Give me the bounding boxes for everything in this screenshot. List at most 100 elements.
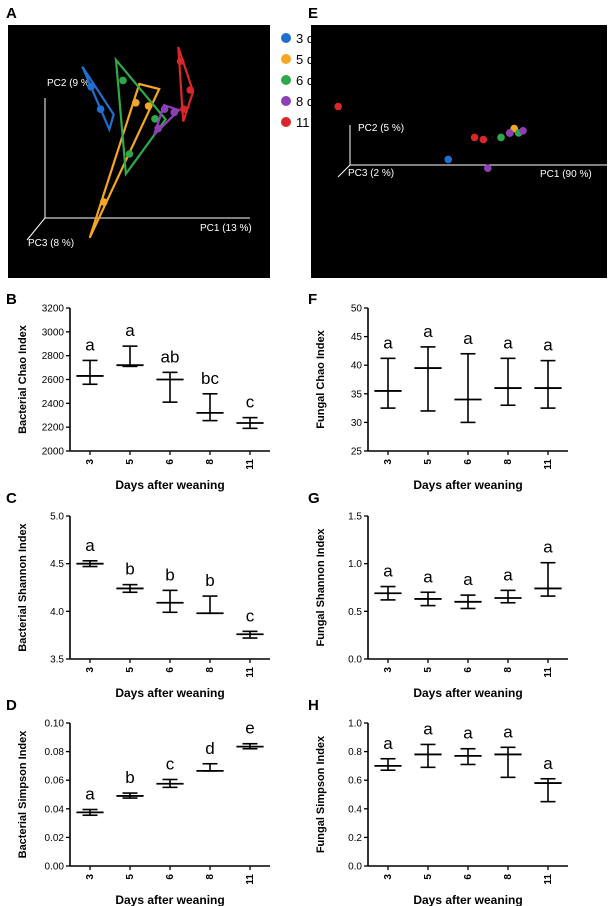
panel-letter-h: H [308, 697, 319, 714]
significance-letter-c-1: b [125, 560, 134, 579]
y-tick-label-b-3: 2600 [42, 375, 65, 386]
x-tick-label-f-0: 3 [383, 459, 394, 465]
significance-letter-d-0: a [85, 785, 95, 804]
panel-letter-a: A [6, 5, 17, 22]
pca-background-a [8, 25, 270, 278]
x-axis-title-c: Days after weaning [115, 686, 224, 700]
significance-letter-g-4: a [543, 538, 553, 557]
pca-point-11d-3-a [180, 105, 188, 113]
x-tick-label-g-0: 3 [383, 667, 394, 673]
y-tick-label-g-2: 1.0 [348, 559, 362, 570]
pca-label-pc3-a: PC3 (8 %) [28, 238, 74, 249]
x-tick-label-d-3: 8 [205, 874, 216, 880]
y-tick-label-d-3: 0.06 [45, 776, 65, 787]
y-tick-label-h-4: 0.8 [348, 747, 362, 758]
significance-letter-f-4: a [543, 336, 553, 355]
x-axis-title-h: Days after weaning [413, 893, 522, 906]
y-axis-title-b: Bacterial Chao Index [17, 324, 29, 434]
significance-letter-g-1: a [423, 567, 433, 586]
significance-letter-b-4: c [246, 393, 255, 412]
legend-swatch-3d [281, 33, 291, 43]
pca-axis-pc3-e [337, 164, 351, 178]
x-tick-label-b-0: 3 [85, 459, 96, 465]
x-tick-label-h-3: 8 [503, 874, 514, 880]
x-tick-label-h-4: 11 [543, 874, 554, 885]
pca-point-8d-1-e [484, 164, 492, 172]
x-tick-label-b-2: 6 [165, 459, 176, 465]
y-tick-label-c-1: 4.0 [50, 607, 64, 618]
y-tick-label-f-1: 30 [351, 418, 363, 429]
pca-label-pc1-a: PC1 (13 %) [200, 223, 252, 234]
significance-letter-d-3: d [205, 739, 214, 758]
pca-point-8d-3-a [154, 124, 162, 133]
x-tick-label-f-4: 11 [543, 459, 554, 470]
pca-point-5d-3-a [100, 198, 108, 206]
legend-item-6d: 6 d [281, 73, 314, 88]
significance-letter-h-0: a [383, 734, 393, 753]
significance-letter-d-1: b [125, 768, 134, 787]
x-axis-title-g: Days after weaning [413, 686, 522, 700]
y-axis-title-h: Fungal Simpson Index [315, 735, 327, 853]
legend-item-5d: 5 d [281, 52, 314, 67]
panel-letter-g: G [308, 490, 320, 507]
pca-point-11d-3-e [479, 135, 488, 144]
x-tick-label-h-2: 6 [463, 874, 474, 880]
significance-letter-g-2: a [463, 570, 473, 589]
group-hull-11d-a [177, 46, 195, 122]
x-tick-label-h-0: 3 [383, 874, 394, 880]
x-tick-label-g-1: 5 [423, 667, 434, 673]
legend-item-8d: 8 d [281, 94, 314, 109]
y-tick-label-h-0: 0.0 [348, 862, 362, 873]
x-tick-label-d-4: 11 [245, 874, 256, 885]
significance-letter-h-2: a [463, 724, 473, 743]
y-axis-title-c: Bacterial Shannon Index [17, 522, 29, 651]
significance-letter-g-0: a [383, 562, 393, 581]
pca-point-6d-1-a [119, 76, 127, 85]
x-tick-label-g-4: 11 [543, 667, 554, 678]
significance-letter-b-3: bc [201, 369, 219, 388]
panel-letter-d: D [6, 697, 17, 714]
y-axis-title-d: Bacterial Simpson Index [17, 730, 29, 859]
pca-label-pc3-e: PC3 (2 %) [348, 168, 394, 179]
y-tick-label-d-2: 0.04 [45, 804, 65, 815]
y-tick-label-b-4: 2800 [42, 351, 65, 362]
pca-point-8d-2-e [506, 129, 514, 137]
pca-plot-a: PC1 (13 %) PC2 (9 %) PC3 (8 %) [8, 25, 270, 278]
legend-label-8d: 8 d [296, 94, 314, 109]
y-axis-title-f: Fungal Chao Index [315, 329, 327, 428]
significance-letter-h-4: a [543, 754, 553, 773]
x-tick-label-d-2: 6 [165, 874, 176, 880]
pca-point-11d-1-a [176, 57, 185, 65]
x-axis-title-d: Days after weaning [115, 893, 224, 906]
panel-letter-e: E [308, 5, 318, 22]
panel-letter-f: F [308, 291, 317, 308]
y-tick-label-g-0: 0.0 [348, 655, 362, 666]
x-tick-label-f-2: 6 [463, 459, 474, 465]
significance-letter-f-1: a [423, 322, 433, 341]
y-tick-label-d-1: 0.02 [45, 833, 65, 844]
pca-label-pc2-a: PC2 (9 %) [47, 78, 93, 89]
significance-letter-f-0: a [383, 333, 393, 352]
y-tick-label-h-2: 0.4 [348, 804, 362, 815]
significance-letter-g-3: a [503, 565, 513, 584]
simpson-plot-fungal: 0.0 0.2 0.4 0.6 0.8 1.0 3 a 5 a 6 a 8 a 11 a Fungal Simp… [315, 719, 568, 906]
x-axis-title-f: Days after weaning [413, 478, 522, 492]
significance-letter-b-1: a [125, 321, 135, 340]
x-tick-label-b-4: 11 [245, 459, 256, 470]
y-tick-label-f-2: 35 [351, 389, 363, 400]
x-tick-label-c-4: 11 [245, 667, 256, 678]
significance-letter-d-4: e [245, 719, 254, 738]
y-tick-label-f-5: 50 [351, 304, 363, 315]
y-tick-label-h-1: 0.2 [348, 833, 362, 844]
legend-swatch-5d [281, 54, 291, 64]
significance-letter-c-2: b [165, 565, 174, 584]
legend-swatch-11d [281, 117, 291, 127]
simpson-plot-bacterial: 0.00 0.02 0.04 0.06 0.08 0.10 3 a 5 b 6 c 8 d 11 e Bacte… [17, 719, 270, 906]
pca-point-6d-3-a [125, 150, 134, 158]
x-tick-label-g-2: 6 [463, 667, 474, 673]
y-tick-label-f-4: 45 [351, 332, 363, 343]
y-tick-label-h-3: 0.6 [348, 776, 362, 787]
significance-letter-f-2: a [463, 329, 473, 348]
legend-label-6d: 6 d [296, 73, 314, 88]
